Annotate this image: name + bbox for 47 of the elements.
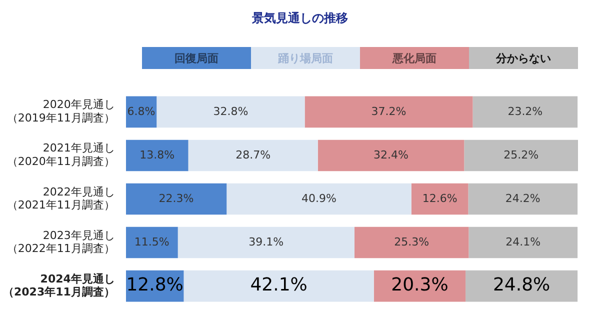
data-label: 11.5% <box>134 235 170 248</box>
bar <box>126 226 178 258</box>
bar <box>304 96 473 128</box>
text: 分からない <box>469 47 578 69</box>
data-label: 20.3% <box>391 274 448 296</box>
bar <box>226 183 412 215</box>
data-label: 25.3% <box>394 235 430 248</box>
bar <box>411 183 468 215</box>
data-label: 13.8% <box>140 148 175 162</box>
y-tick-label: 2024年見通し（2023年11月調査） <box>2 272 115 298</box>
chart-title: 景気見通しの推移 <box>251 10 349 27</box>
text: 踊り場局面 <box>251 47 360 69</box>
bar <box>472 96 578 128</box>
data-label: 12.8% <box>126 274 184 296</box>
data-label: 37.2% <box>371 104 406 118</box>
text: 回復局面 <box>142 47 251 69</box>
bar <box>188 140 318 172</box>
data-label: 39.1% <box>248 235 284 248</box>
data-label: 42.1% <box>250 274 308 296</box>
text: 悪化局面 <box>360 47 469 69</box>
bar <box>178 226 354 258</box>
data-label: 24.8% <box>492 274 550 296</box>
data-label: 25.2% <box>504 148 539 162</box>
data-label: 28.7% <box>236 148 271 162</box>
data-label: 23.2% <box>508 104 543 118</box>
data-label: 32.8% <box>213 104 248 118</box>
bar <box>468 183 578 215</box>
bar <box>354 226 469 258</box>
data-label: 40.9% <box>302 192 336 205</box>
data-label: 6.8% <box>127 104 156 118</box>
data-label: 12.6% <box>422 192 458 205</box>
y-tick-label: 2022年見通し（2021年11月調査） <box>6 185 115 212</box>
bar <box>156 96 305 128</box>
bar <box>126 140 188 172</box>
bar <box>466 270 578 302</box>
data-label: 32.4% <box>374 148 409 162</box>
y-tick-label: 2023年見通し（2022年11月調査） <box>6 228 115 255</box>
y-tick-label: 2021年見通し（2020年11月調査） <box>6 142 115 168</box>
data-label: 22.3% <box>158 192 194 205</box>
bar <box>468 226 578 258</box>
bar <box>318 140 464 172</box>
bar <box>184 270 374 302</box>
y-tick-label: 2020年見通し（2019年11月調査） <box>6 98 115 124</box>
data-label: 24.1% <box>506 235 541 248</box>
bar <box>464 140 578 172</box>
data-label: 24.2% <box>505 192 540 205</box>
bar <box>126 183 227 215</box>
